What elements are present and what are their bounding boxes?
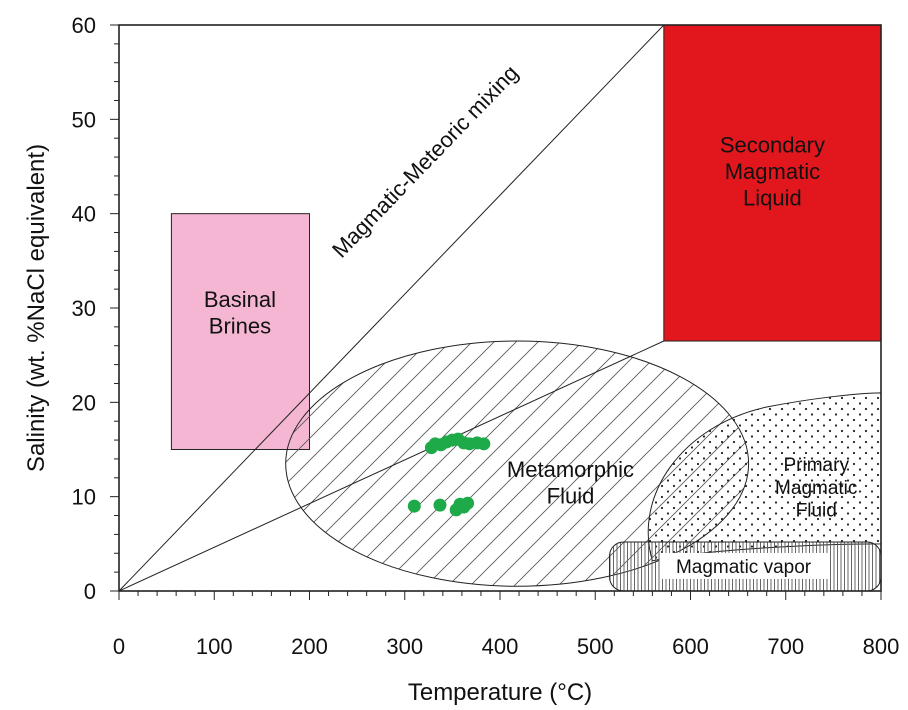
regions-layer bbox=[170, 25, 881, 591]
data-point bbox=[407, 499, 421, 513]
y-tick-label: 50 bbox=[72, 107, 96, 132]
y-tick-label: 30 bbox=[72, 296, 96, 321]
x-tick-label: 0 bbox=[113, 634, 125, 659]
x-tick-label: 300 bbox=[386, 634, 423, 659]
primary-magmatic-fluid-label: Primary Magmatic Fluid bbox=[775, 455, 857, 522]
x-tick-label: 600 bbox=[672, 634, 709, 659]
mixing-label: Magmatic-Meteoric mixing bbox=[327, 60, 523, 262]
data-point bbox=[433, 498, 447, 512]
axes-layer: 0 100 200 300 400 500 600 700 800 0 10 20 30 40 50 60 bbox=[72, 13, 900, 659]
y-axis-title: Salinity (wt. %NaCl equivalent) bbox=[23, 144, 50, 472]
metamorphic-fluid-hatch bbox=[285, 341, 749, 587]
x-tick-label: 400 bbox=[482, 634, 519, 659]
y-tick-label: 10 bbox=[72, 485, 96, 510]
magmatic-vapor-label: Magmatic vapor bbox=[676, 557, 812, 578]
mixing-line-1 bbox=[119, 25, 665, 591]
basinal-brines-label: Basinal Brines bbox=[204, 287, 276, 338]
x-tick-label: 700 bbox=[767, 634, 804, 659]
metamorphic-fluid-label: Metamorphic Fluid bbox=[507, 457, 634, 508]
x-tick-label: 200 bbox=[291, 634, 328, 659]
mixing-lines-layer bbox=[119, 25, 665, 591]
y-tick-label: 40 bbox=[72, 202, 96, 227]
x-tick-label: 100 bbox=[196, 634, 233, 659]
secondary-magmatic-liquid-region bbox=[663, 25, 881, 342]
basinal-brines-region bbox=[170, 213, 310, 450]
y-tick-label: 0 bbox=[84, 579, 96, 604]
data-point bbox=[477, 437, 491, 451]
x-tick-label: 500 bbox=[577, 634, 614, 659]
x-axis-title: Temperature (°C) bbox=[408, 679, 592, 706]
x-tick-label: 800 bbox=[863, 634, 900, 659]
secondary-magmatic-liquid-label: Secondary Magmatic Liquid bbox=[720, 133, 825, 211]
data-points-layer bbox=[407, 432, 491, 517]
magmatic-vapor-label-backing bbox=[659, 552, 828, 579]
y-tick-label: 60 bbox=[72, 13, 96, 38]
mixing-line-2 bbox=[119, 340, 665, 591]
y-tick-label: 20 bbox=[72, 390, 96, 415]
data-point bbox=[461, 496, 475, 510]
